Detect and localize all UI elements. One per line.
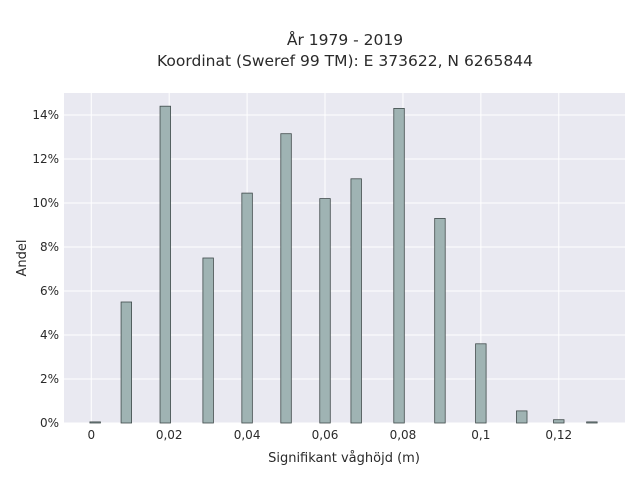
y-tick-label: 8%	[40, 240, 59, 254]
histogram-bar	[553, 419, 565, 424]
histogram-bar	[159, 105, 171, 424]
histogram-bar	[120, 301, 132, 424]
histogram-bar	[280, 133, 292, 424]
chart-title-line-1: År 1979 - 2019	[287, 30, 403, 49]
histogram-bar	[475, 343, 487, 424]
histogram-bar	[393, 108, 405, 424]
grid-lines	[64, 93, 625, 424]
histogram-bar	[586, 421, 598, 424]
plot-area	[64, 93, 625, 423]
histogram-bar	[434, 217, 446, 424]
chart-title-line-2: Koordinat (Sweref 99 TM): E 373622, N 62…	[157, 52, 533, 70]
x-tick-label: 0,12	[545, 428, 572, 442]
histogram-bar	[516, 410, 528, 424]
y-tick-label: 14%	[32, 108, 59, 122]
x-tick-label: 0,08	[390, 428, 417, 442]
y-axis-label: Andel	[15, 240, 30, 277]
bars	[89, 105, 598, 424]
histogram-bar	[241, 192, 253, 424]
x-tick-label: 0,1	[471, 428, 490, 442]
y-tick-label: 4%	[40, 328, 59, 342]
histogram-bar	[89, 421, 101, 424]
x-tick-label: 0,04	[234, 428, 261, 442]
y-tick-label: 2%	[40, 372, 59, 386]
x-axis-label: Signifikant våghöjd (m)	[268, 451, 420, 466]
x-axis-ticks: 0 0,02 0,04 0,06 0,08 0,1 0,12	[87, 428, 572, 442]
histogram-bar	[350, 178, 362, 424]
y-tick-label: 10%	[32, 196, 59, 210]
y-axis-ticks: 0% 2% 4% 6% 8% 10% 12% 14%	[32, 108, 59, 430]
x-tick-label: 0	[87, 428, 95, 442]
y-tick-label: 0%	[40, 416, 59, 430]
x-tick-label: 0,06	[312, 428, 339, 442]
y-tick-label: 6%	[40, 284, 59, 298]
y-tick-label: 12%	[32, 152, 59, 166]
x-tick-label: 0,02	[156, 428, 183, 442]
histogram-bar	[202, 257, 214, 424]
histogram-bar	[319, 198, 331, 424]
